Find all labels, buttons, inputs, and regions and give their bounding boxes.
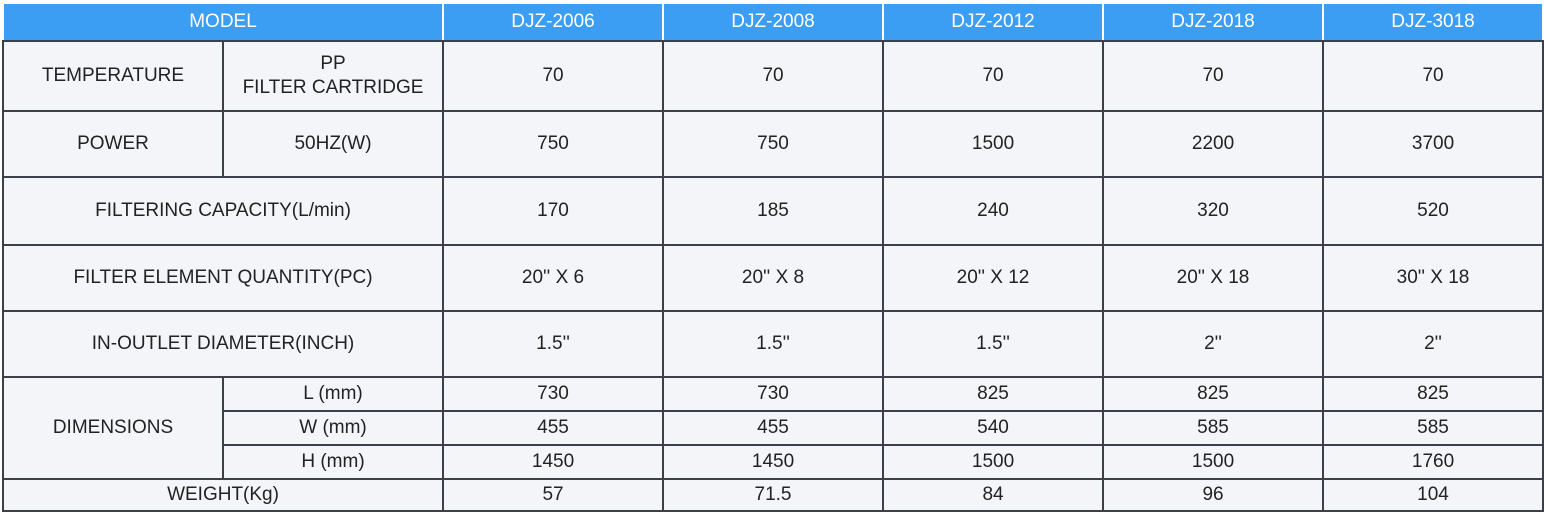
row-label: DIMENSIONS (2, 376, 224, 480)
data-row: POWER 50HZ(W) 750 750 1500 2200 3700 (2, 110, 1544, 178)
row-label: TEMPERATURE (2, 40, 224, 112)
value-cell: 30'' X 18 (1322, 244, 1544, 312)
sub-row: H (mm) 1450 1450 1500 1500 1760 (3, 444, 1544, 480)
value-cell: 57 (442, 478, 665, 512)
value-cell: 1.5'' (882, 310, 1105, 378)
data-row: FILTER ELEMENT QUANTITY(PC) 20'' X 6 20'' … (1, 244, 1544, 312)
value-cell: 71.5 (662, 478, 885, 512)
value-cell: 185 (662, 176, 885, 246)
value-cell: 20'' X 6 (442, 244, 665, 312)
value-cell: 1760 (1322, 444, 1544, 480)
row-sublabel: PP FILTER CARTRIDGE (221, 40, 445, 112)
value-cell: 84 (882, 478, 1105, 512)
row-label: WEIGHT(Kg) (1, 478, 445, 512)
data-row: IN-OUTLET DIAMETER(INCH) 1.5'' 1.5'' 1.5'' 2… (1, 310, 1544, 378)
row-label: IN-OUTLET DIAMETER(INCH) (1, 310, 445, 378)
value-cell: 20'' X 8 (662, 244, 885, 312)
value-cell: 455 (442, 410, 665, 446)
sub-row: W (mm) 455 455 540 585 585 (3, 410, 1544, 446)
value-cell: 240 (882, 176, 1105, 246)
value-cell: 520 (1322, 176, 1544, 246)
value-cell: 750 (442, 110, 665, 178)
value-cell: 70 (442, 40, 665, 112)
model-name: DJZ-2008 (662, 2, 885, 42)
value-cell: 70 (882, 40, 1105, 112)
value-cell: 2'' (1322, 310, 1544, 378)
model-name: DJZ-3018 (1322, 2, 1544, 42)
value-cell: 750 (662, 110, 885, 178)
value-cell: 825 (1102, 376, 1325, 412)
data-row: TEMPERATURE PP FILTER CARTRIDGE 70 70 70 70 70 (2, 40, 1544, 112)
row-sublabel: 50HZ(W) (221, 110, 445, 178)
value-cell: 730 (442, 376, 665, 412)
model-name: DJZ-2012 (882, 2, 1105, 42)
value-cell: 1500 (882, 110, 1105, 178)
value-cell: 1500 (882, 444, 1105, 480)
value-cell: 585 (1322, 410, 1544, 446)
value-cell: 320 (1102, 176, 1325, 246)
row-label: FILTER ELEMENT QUANTITY(PC) (1, 244, 445, 312)
header-row: MODEL DJZ-2006 DJZ-2008 DJZ-2012 DJZ-2018 DJZ… (1, 2, 1544, 42)
value-cell: 170 (442, 176, 665, 246)
value-cell: 2'' (1102, 310, 1325, 378)
model-name: DJZ-2006 (442, 2, 665, 42)
sub-row: DIMENSIONS L (mm) 730 730 825 825 825 (2, 376, 1544, 480)
row-label: POWER (2, 110, 224, 178)
value-cell: 1500 (1102, 444, 1325, 480)
value-cell: 70 (1322, 40, 1544, 112)
value-cell: 540 (882, 410, 1105, 446)
row-sublabel: H (mm) (221, 444, 445, 480)
row-sublabel: L (mm) (221, 376, 445, 412)
data-row: FILTERING CAPACITY(L/min) 170 185 240 320 520 (1, 176, 1544, 246)
value-cell: 1450 (662, 444, 885, 480)
value-cell: 96 (1102, 478, 1325, 512)
value-cell: 1450 (442, 444, 665, 480)
value-cell: 20'' X 12 (882, 244, 1105, 312)
row-label: FILTERING CAPACITY(L/min) (1, 176, 445, 246)
data-row: WEIGHT(Kg) 57 71.5 84 96 104 (1, 478, 1544, 512)
value-cell: 585 (1102, 410, 1325, 446)
model-name: DJZ-2018 (1102, 2, 1325, 42)
value-cell: 730 (662, 376, 885, 412)
row-sublabel: W (mm) (221, 410, 445, 446)
value-cell: 1.5'' (662, 310, 885, 378)
value-cell: 70 (1102, 40, 1325, 112)
value-cell: 70 (662, 40, 885, 112)
value-cell: 20'' X 18 (1102, 244, 1325, 312)
value-cell: 2200 (1102, 110, 1325, 178)
value-cell: 104 (1322, 478, 1544, 512)
value-cell: 825 (1322, 376, 1544, 412)
value-cell: 1.5'' (442, 310, 665, 378)
value-cell: 825 (882, 376, 1105, 412)
value-cell: 455 (662, 410, 885, 446)
value-cell: 3700 (1322, 110, 1544, 178)
model-label: MODEL (1, 2, 445, 42)
